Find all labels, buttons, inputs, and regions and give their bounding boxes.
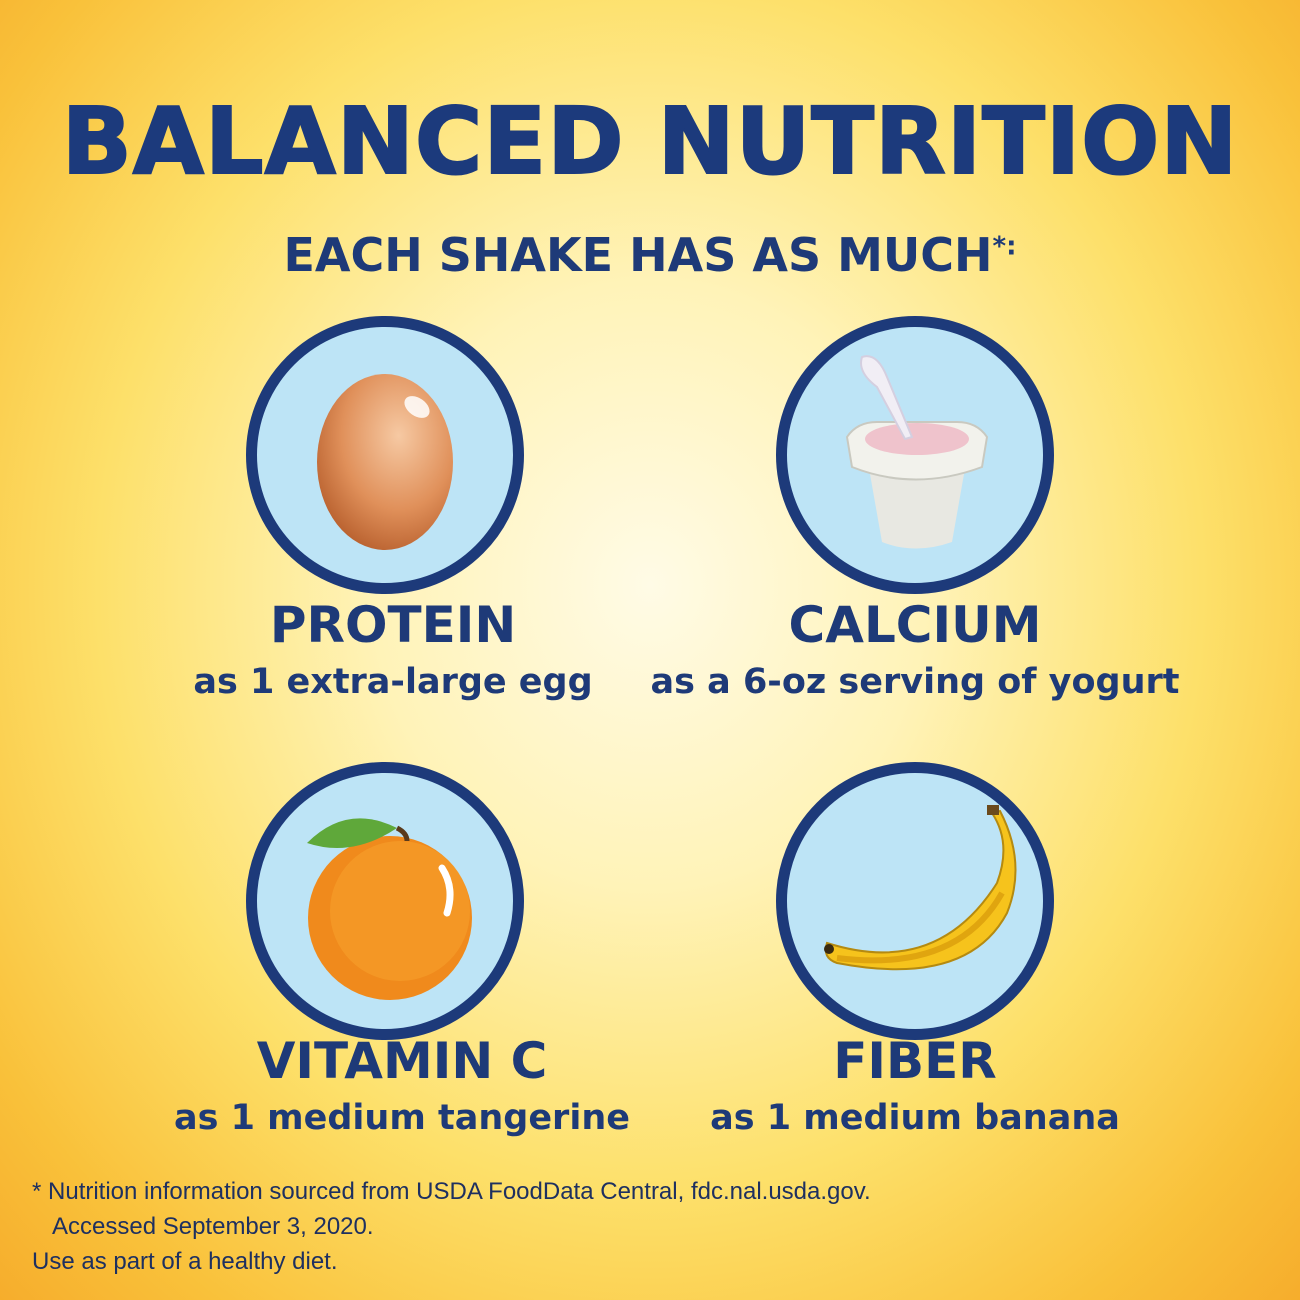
footnote-line-1: * Nutrition information sourced from USD…: [32, 1178, 871, 1205]
footnote-line-2: Accessed September 3, 2020.: [52, 1213, 374, 1240]
item-desc: as 1 extra-large egg: [193, 662, 593, 702]
item-name: PROTEIN: [269, 596, 517, 654]
item-name: FIBER: [833, 1032, 997, 1090]
item-desc: as 1 medium banana: [710, 1098, 1120, 1138]
subtitle-text: EACH SHAKE HAS AS MUCH: [283, 228, 993, 282]
subtitle-asterisk: *:: [992, 231, 1017, 262]
footnote-line-3: Use as part of a healthy diet.: [32, 1248, 338, 1275]
subtitle: EACH SHAKE HAS AS MUCH*:: [0, 228, 1300, 282]
item-desc: as 1 medium tangerine: [174, 1098, 630, 1138]
item-desc: as a 6-oz serving of yogurt: [650, 662, 1180, 702]
item-protein: PROTEIN as 1 extra-large egg: [93, 596, 693, 702]
item-calcium: CALCIUM as a 6-oz serving of yogurt: [615, 596, 1215, 702]
banana-icon: [776, 762, 1054, 1040]
tangerine-icon: [246, 762, 524, 1040]
page-title: BALANCED NUTRITION: [61, 87, 1239, 196]
item-vitamin-c: VITAMIN C as 1 medium tangerine: [102, 1032, 702, 1138]
egg-icon: [246, 316, 524, 594]
item-name: CALCIUM: [788, 596, 1042, 654]
yogurt-icon: [776, 316, 1054, 594]
item-fiber: FIBER as 1 medium banana: [615, 1032, 1215, 1138]
item-name: VITAMIN C: [256, 1032, 548, 1090]
